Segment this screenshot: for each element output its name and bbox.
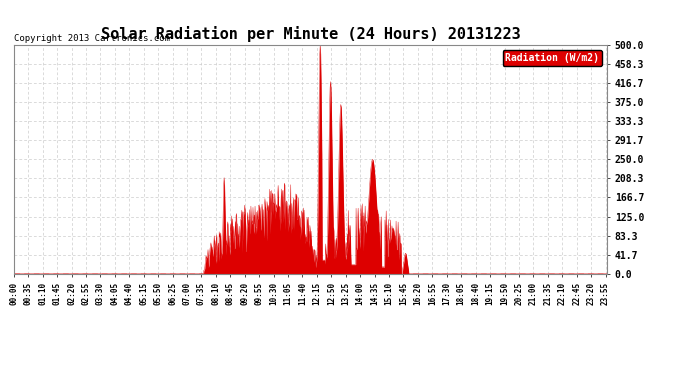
- Title: Solar Radiation per Minute (24 Hours) 20131223: Solar Radiation per Minute (24 Hours) 20…: [101, 27, 520, 42]
- Text: Copyright 2013 Cartronics.com: Copyright 2013 Cartronics.com: [14, 34, 170, 43]
- Legend: Radiation (W/m2): Radiation (W/m2): [502, 50, 602, 66]
